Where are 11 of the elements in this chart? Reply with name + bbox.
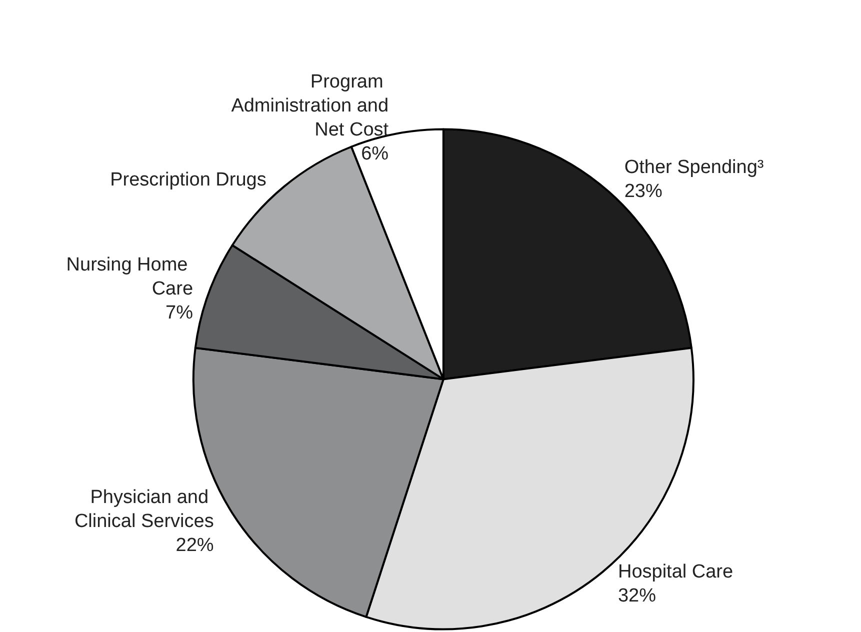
slice-label: Program Administration and Net Cost <box>231 71 390 140</box>
data-label: 32% <box>618 586 656 607</box>
slice-label: Prescription Drugs <box>110 169 266 190</box>
slice-label: Other Spending³ <box>624 157 764 178</box>
data-label: 23% <box>624 181 662 202</box>
data-label: 22% <box>176 535 214 556</box>
slice-label: Nursing Home Care <box>66 254 194 300</box>
slice-label: Physician and Clinical Services <box>74 487 214 532</box>
data-label: 7% <box>166 302 194 324</box>
data-label: 6% <box>361 143 389 164</box>
slice-label: Hospital Care <box>618 562 734 583</box>
